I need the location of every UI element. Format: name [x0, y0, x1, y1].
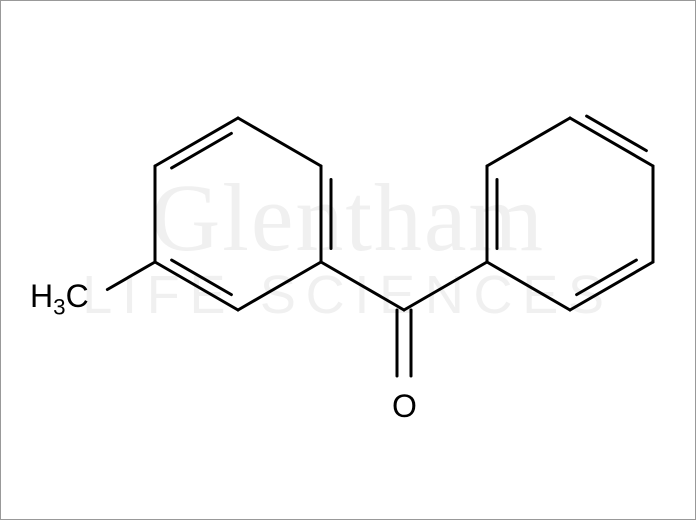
image-frame: { "canvas": { "width": 696, "height": 52…: [0, 0, 696, 520]
atom-label: H3C: [30, 278, 89, 315]
molecule-diagram: [0, 0, 696, 520]
atom-label: O: [392, 388, 417, 425]
